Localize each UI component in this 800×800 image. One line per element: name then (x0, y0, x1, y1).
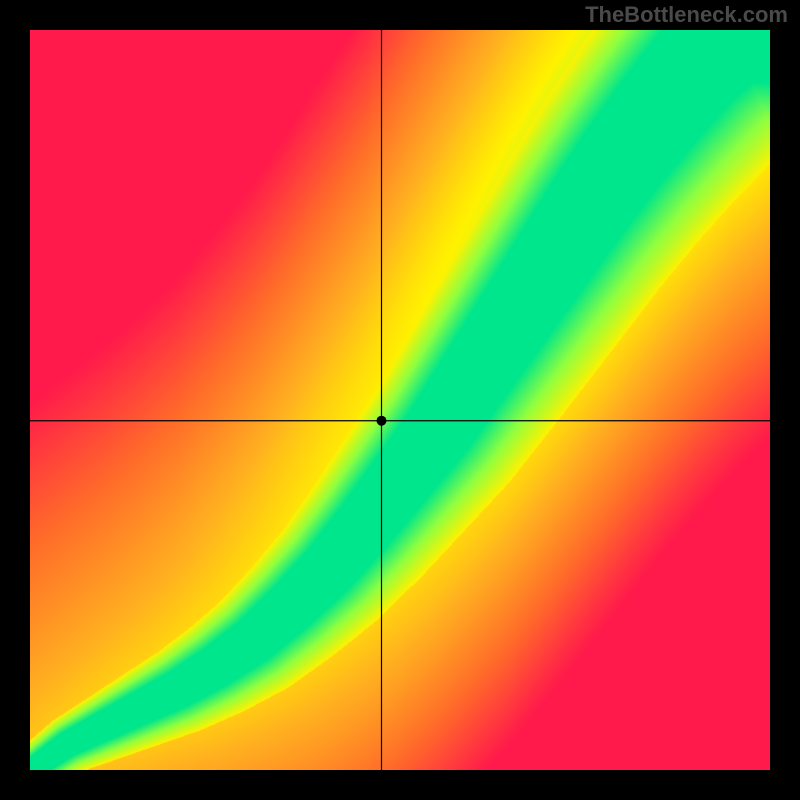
heatmap-canvas (30, 30, 770, 770)
watermark-text: TheBottleneck.com (585, 2, 788, 28)
chart-container: TheBottleneck.com (0, 0, 800, 800)
